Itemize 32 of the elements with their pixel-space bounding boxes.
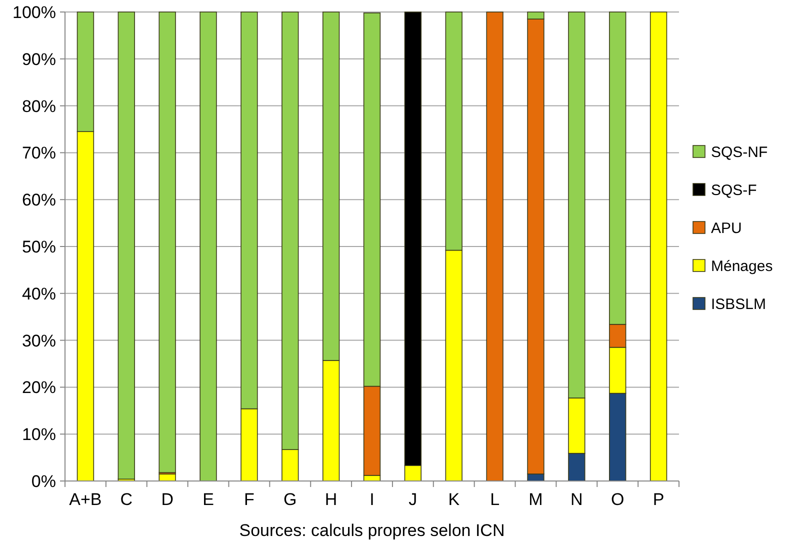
x-tick-label: O	[610, 490, 624, 509]
y-tick-label: 20%	[22, 378, 56, 398]
x-tick-label: P	[652, 490, 664, 509]
x-tick-label: A+B	[69, 490, 102, 509]
x-tick-label: G	[284, 490, 297, 509]
y-tick-label: 40%	[22, 284, 56, 304]
y-tick-label: 70%	[22, 144, 56, 163]
y-tick-label: 10%	[22, 425, 56, 444]
source-note: Sources: calculs propres selon ICN	[239, 521, 505, 540]
x-tick-label: C	[120, 490, 133, 509]
x-tick-label: K	[448, 490, 460, 509]
y-tick-label: 30%	[22, 331, 56, 350]
legend-label: SQS-NF	[711, 144, 768, 161]
legend-label: Ménages	[711, 258, 773, 275]
x-tick-label: F	[244, 490, 254, 509]
y-tick-label: 80%	[22, 96, 56, 116]
legend-label: ISBSLM	[711, 296, 766, 313]
x-tick-label: L	[490, 490, 500, 509]
x-tick-label: D	[161, 490, 174, 509]
legend-label: SQS-F	[711, 182, 757, 199]
y-tick-label: 100%	[12, 2, 56, 22]
x-tick-label: H	[324, 490, 338, 509]
legend-label: APU	[711, 220, 742, 237]
x-tick-label: N	[570, 490, 583, 509]
y-tick-label: 0%	[31, 472, 56, 491]
x-tick-label: E	[202, 490, 214, 509]
x-tick-label: I	[370, 490, 374, 509]
y-tick-label: 90%	[22, 50, 56, 69]
x-tick-label: M	[528, 490, 543, 509]
y-tick-label: 60%	[22, 190, 56, 210]
x-tick-label: J	[408, 490, 418, 509]
y-tick-label: 50%	[22, 237, 56, 256]
